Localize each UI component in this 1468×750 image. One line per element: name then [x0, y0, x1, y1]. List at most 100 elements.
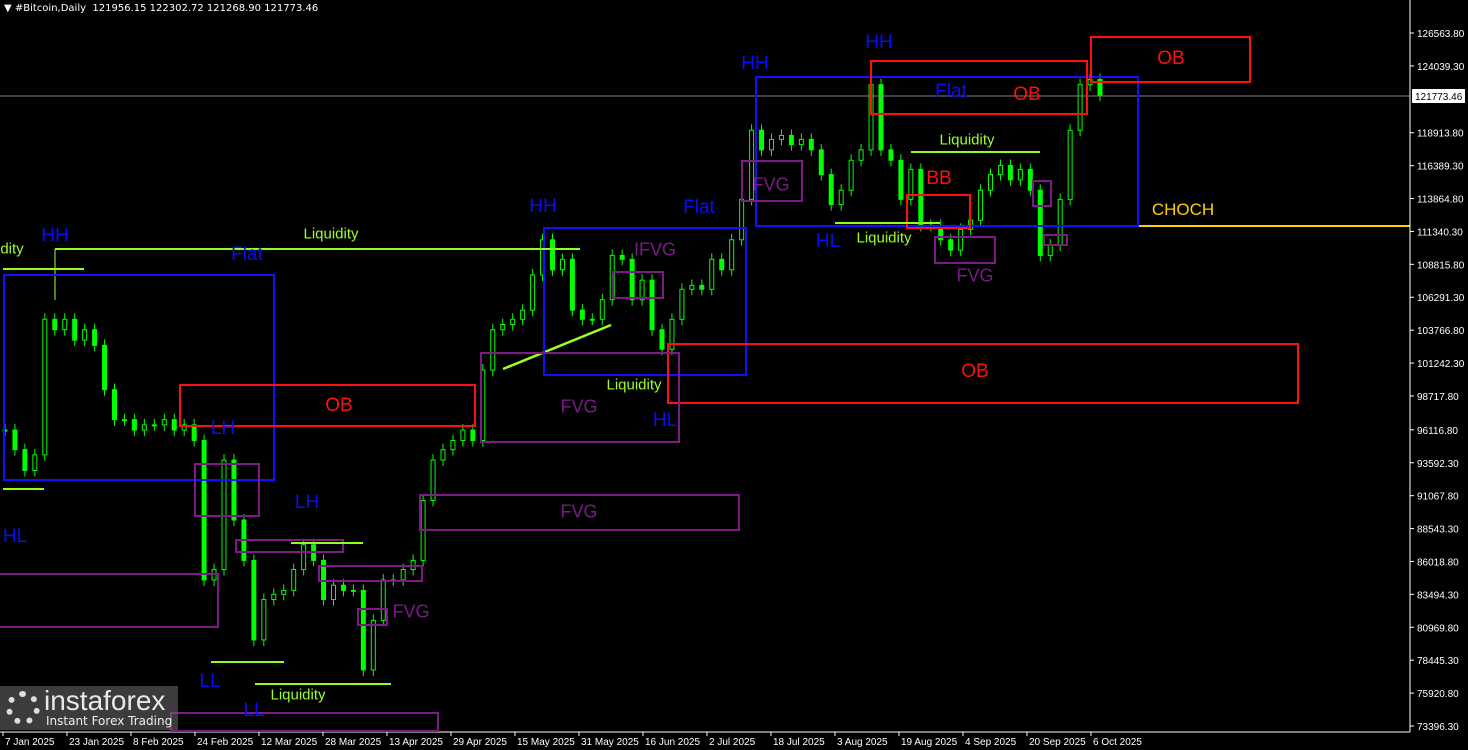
candle — [301, 538, 307, 576]
fvg-box — [194, 463, 260, 517]
flat-label: Flat — [231, 244, 263, 265]
candle-body — [589, 318, 595, 321]
symbol-label: #Bitcoin,Daily — [14, 3, 87, 14]
fvg-box — [235, 539, 344, 553]
candle — [161, 413, 167, 431]
fvg-label: FVG — [560, 501, 598, 522]
candle-body — [181, 424, 187, 431]
liquidity-line — [835, 222, 940, 224]
candle — [599, 293, 605, 326]
y-tick-label: 75920.80 — [1417, 689, 1459, 700]
candle — [699, 279, 705, 296]
candle-body — [450, 440, 456, 451]
liquidity-label: Liquidity — [939, 131, 995, 149]
x-tick-label: 2 Jul 2025 — [709, 737, 756, 748]
candle — [251, 554, 257, 646]
fvg-box — [318, 565, 423, 582]
candle-body — [500, 323, 506, 331]
candle-body — [72, 318, 78, 341]
ob-label: OB — [961, 361, 989, 382]
candle-body — [1097, 78, 1103, 96]
y-tick-label: 124039.30 — [1417, 62, 1465, 73]
candle-body — [400, 569, 406, 581]
candle-body — [530, 274, 536, 311]
candle-body — [1067, 129, 1073, 200]
candle-body — [629, 258, 635, 301]
liquidity-line — [911, 151, 1040, 153]
candle-body — [430, 459, 436, 501]
candle — [321, 554, 327, 606]
ob-label: OB — [325, 395, 353, 416]
candle-body — [619, 254, 625, 260]
x-tick-label: 20 Sep 2025 — [1029, 737, 1086, 748]
y-tick-label: 106291.30 — [1417, 293, 1465, 304]
flat-label: Flat — [683, 197, 715, 218]
y-tick-label: 93592.30 — [1417, 459, 1459, 470]
candle — [171, 413, 177, 437]
candle-body — [62, 318, 68, 331]
candle — [62, 313, 68, 336]
liquidity-line — [211, 661, 284, 663]
candle-body — [908, 168, 914, 200]
candle — [749, 124, 755, 206]
candle-body — [828, 174, 834, 206]
x-tick-label: 3 Aug 2025 — [837, 737, 888, 748]
candle-body — [729, 239, 735, 271]
candle — [769, 133, 774, 156]
candle-body — [291, 569, 297, 591]
candle — [629, 253, 635, 306]
liquidity-line — [255, 683, 391, 685]
candle — [997, 159, 1003, 181]
candle-body — [32, 454, 38, 471]
candle-body — [131, 419, 137, 431]
liquidity-label: Liquidity — [606, 376, 662, 394]
candle-body — [321, 559, 327, 601]
candle-body — [161, 419, 167, 426]
candle-body — [22, 449, 28, 471]
candle — [888, 143, 894, 167]
y-axis: 126563.80 124039.30 118913.80 116389.30 1138… — [1410, 29, 1465, 733]
y-tick-label: 80969.80 — [1417, 623, 1459, 634]
candle — [858, 143, 864, 167]
candle-body — [12, 429, 18, 451]
hl-label: HL — [652, 410, 678, 431]
current-price-label: 121773.46 — [1415, 92, 1463, 103]
hh-label: HH — [529, 196, 557, 217]
candle — [589, 313, 595, 326]
candle — [808, 133, 814, 156]
ifvg-label: IFVG — [633, 239, 677, 260]
candle-body — [171, 419, 177, 431]
candle-body — [360, 589, 366, 671]
candle-body — [550, 239, 555, 271]
candle — [559, 253, 565, 276]
candle — [191, 418, 197, 447]
candle-body — [659, 329, 665, 350]
fvg-label: FVG — [560, 396, 598, 417]
candle-body — [639, 279, 645, 301]
candle — [639, 274, 645, 306]
candle-body — [410, 559, 416, 571]
order-block-box — [870, 60, 1088, 115]
candle — [360, 584, 366, 676]
candle-body — [191, 424, 197, 442]
candle-body — [997, 164, 1003, 176]
x-tick-label: 12 Mar 2025 — [261, 737, 318, 748]
candle-body — [689, 284, 695, 290]
y-tick-label: 83494.30 — [1417, 590, 1459, 601]
liquidity-label: Liquidity — [270, 686, 326, 704]
candle-body — [440, 449, 446, 461]
candle-body — [898, 159, 904, 200]
x-tick-label: 16 Jun 2025 — [645, 737, 700, 748]
candle — [520, 304, 526, 326]
lh-label: LH — [294, 492, 320, 513]
candle — [1037, 184, 1043, 262]
candle-body — [599, 299, 605, 320]
candle — [798, 133, 804, 151]
candle-body — [121, 419, 127, 422]
candle-body — [838, 189, 844, 206]
y-tick-label: 113864.80 — [1417, 195, 1464, 206]
candle — [201, 434, 207, 586]
bb-label: BB — [926, 168, 952, 189]
candle-body — [1027, 168, 1033, 191]
